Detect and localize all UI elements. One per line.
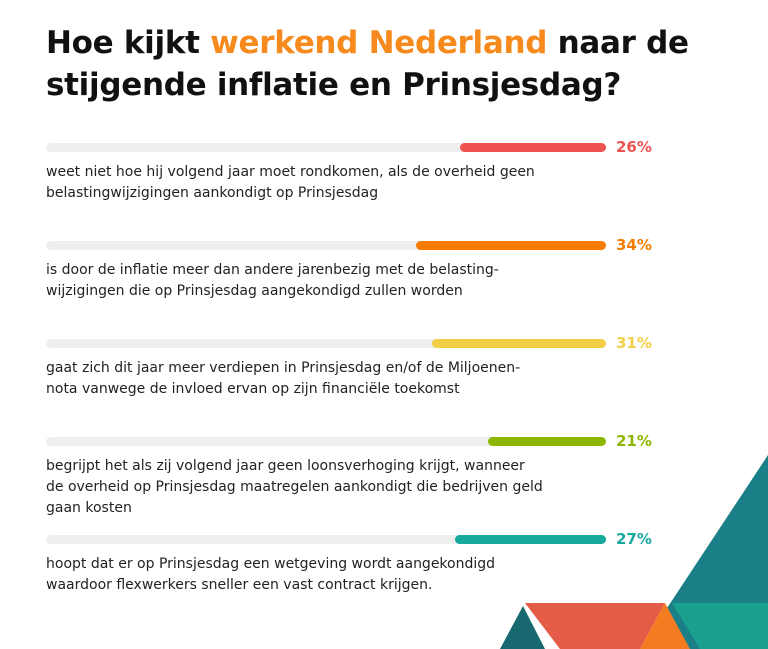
bar bbox=[460, 143, 606, 152]
coral-shape bbox=[525, 603, 665, 649]
category-label: weet niet hoe hij volgend jaar moet rond… bbox=[46, 164, 535, 201]
title-part-2: naar de stijgende inflatie en Prinsjesda… bbox=[46, 25, 689, 103]
bar bbox=[432, 339, 606, 348]
bar-track bbox=[46, 241, 606, 250]
orange-triangle bbox=[640, 603, 690, 649]
value-label: 27% bbox=[616, 530, 652, 548]
title-part-1: Hoe kijkt bbox=[46, 25, 211, 61]
page-title: Hoe kijkt werkend Nederland naar de stij… bbox=[46, 22, 726, 106]
value-label: 26% bbox=[616, 138, 652, 156]
value-label: 31% bbox=[616, 334, 652, 352]
bar-track bbox=[46, 437, 606, 446]
category-label: is door de inflatie meer dan andere jare… bbox=[46, 262, 499, 299]
bar-track bbox=[46, 339, 606, 348]
value-label: 34% bbox=[616, 236, 652, 254]
bar bbox=[488, 437, 606, 446]
category-label: gaat zich dit jaar meer verdiepen in Pri… bbox=[46, 360, 521, 397]
bar-track bbox=[46, 535, 606, 544]
bar-track bbox=[46, 143, 606, 152]
teal-shape bbox=[672, 603, 768, 649]
value-label: 21% bbox=[616, 432, 652, 450]
title-highlight: werkend Nederland bbox=[210, 25, 548, 61]
dark-teal-triangle bbox=[500, 606, 545, 649]
category-label: begrijpt het als zij volgend jaar geen l… bbox=[46, 458, 543, 516]
bar bbox=[454, 535, 606, 544]
category-label: hoopt dat er op Prinsjesdag een wetgevin… bbox=[46, 556, 496, 593]
teal-triangle-large bbox=[640, 455, 768, 649]
bar bbox=[415, 241, 606, 250]
